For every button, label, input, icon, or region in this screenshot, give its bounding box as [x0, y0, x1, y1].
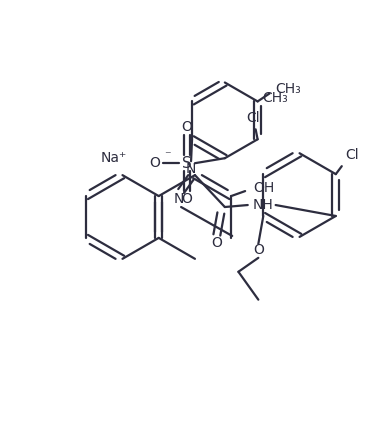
Text: N: N [186, 162, 196, 176]
Text: O: O [181, 192, 192, 206]
Text: Cl: Cl [346, 148, 360, 162]
Text: CH₃: CH₃ [276, 82, 301, 96]
Text: NH: NH [253, 198, 273, 212]
Text: Na⁺: Na⁺ [101, 151, 127, 165]
Text: O: O [181, 120, 192, 134]
Text: O: O [253, 243, 264, 257]
Text: Cl: Cl [246, 111, 260, 125]
Text: OH: OH [253, 181, 274, 195]
Text: O: O [150, 156, 161, 170]
Text: O: O [211, 236, 222, 250]
Text: CH₃: CH₃ [262, 91, 288, 105]
Text: S: S [182, 156, 192, 171]
Text: ⁻: ⁻ [164, 149, 171, 162]
Text: N: N [174, 192, 184, 206]
